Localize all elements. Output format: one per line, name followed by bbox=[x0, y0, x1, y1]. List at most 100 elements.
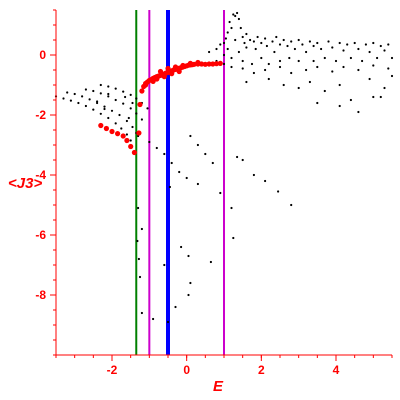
series-1-point bbox=[349, 98, 352, 102]
series-2-point bbox=[120, 133, 126, 139]
series-1-point bbox=[245, 32, 248, 36]
series-1-point bbox=[124, 95, 127, 99]
series-1-point bbox=[256, 35, 259, 39]
series-1-point bbox=[103, 105, 106, 108]
series-1-point bbox=[114, 122, 117, 125]
series-1-point bbox=[140, 227, 143, 231]
x-tick-label: 2 bbox=[258, 363, 265, 377]
series-1-point bbox=[357, 47, 360, 51]
series-2-point bbox=[115, 131, 121, 137]
series-1-point bbox=[379, 95, 382, 99]
series-1-point bbox=[387, 67, 390, 70]
series-1-point bbox=[368, 50, 371, 54]
series-1-point bbox=[278, 59, 282, 63]
series-1-point bbox=[84, 104, 87, 108]
x-axis-title: E bbox=[213, 378, 224, 395]
series-1-point bbox=[290, 40, 293, 43]
y-axis-title: <J3> bbox=[8, 175, 42, 192]
series-1-point bbox=[114, 87, 117, 90]
series-2-point bbox=[180, 62, 186, 69]
series-1-point bbox=[278, 43, 282, 46]
series-1-point bbox=[237, 17, 240, 21]
series-1-point bbox=[290, 71, 293, 75]
series-2-point bbox=[169, 71, 175, 77]
series-1-point bbox=[338, 41, 341, 45]
series-1-point bbox=[390, 56, 394, 60]
series-1-point bbox=[230, 26, 233, 30]
series-1-point bbox=[338, 104, 341, 108]
series-2-point bbox=[128, 143, 134, 150]
series-2-point bbox=[176, 68, 182, 75]
series-1-point bbox=[69, 99, 72, 102]
series-1-point bbox=[234, 14, 237, 18]
y-tick-label: -2 bbox=[35, 108, 46, 122]
series-1-point bbox=[357, 68, 360, 72]
series-1-point bbox=[204, 152, 207, 156]
series-1-point bbox=[250, 62, 254, 66]
series-1-point bbox=[226, 31, 229, 34]
series-1-point bbox=[349, 56, 352, 60]
series-1-point bbox=[265, 44, 268, 48]
series-1-point bbox=[297, 86, 300, 90]
series-2-point bbox=[103, 125, 109, 132]
series-1-point bbox=[260, 56, 263, 60]
y-tick-label: 0 bbox=[39, 48, 46, 62]
series-1-point bbox=[180, 245, 183, 249]
series-1-point bbox=[140, 311, 143, 315]
series-1-point bbox=[138, 275, 142, 279]
series-1-point bbox=[327, 40, 330, 43]
vertical-lines bbox=[135, 10, 225, 355]
series-1-point bbox=[241, 35, 244, 39]
series-1-point bbox=[234, 38, 237, 42]
series-1-point bbox=[84, 88, 87, 91]
series-1-point bbox=[99, 112, 102, 115]
series-1-point bbox=[372, 95, 375, 99]
series-1-point bbox=[383, 49, 386, 52]
series-1-point bbox=[245, 80, 248, 84]
series-1-point bbox=[174, 305, 177, 309]
series-2-point bbox=[195, 59, 201, 66]
series-1-point bbox=[110, 109, 114, 112]
series-1-point bbox=[209, 260, 212, 264]
series-1-point bbox=[146, 107, 149, 110]
series-1-point bbox=[288, 56, 291, 60]
series-1-point bbox=[316, 101, 319, 105]
series-1-point bbox=[277, 190, 280, 193]
series-1-point bbox=[364, 43, 367, 46]
x-tick-label: 0 bbox=[183, 363, 190, 377]
y-tick-label: -6 bbox=[35, 228, 46, 242]
series-1-point bbox=[239, 26, 242, 30]
series-1-point bbox=[286, 44, 289, 48]
series-1-point bbox=[120, 127, 123, 130]
series-1-point bbox=[96, 100, 99, 103]
series-1-point bbox=[241, 67, 244, 70]
series-1-point bbox=[312, 59, 315, 63]
series-2-point bbox=[124, 137, 130, 144]
series-1-point bbox=[282, 38, 285, 42]
series-1-point bbox=[122, 90, 125, 93]
series-1-point bbox=[301, 43, 304, 46]
series-1-point bbox=[99, 83, 102, 87]
series-1-point bbox=[237, 50, 240, 54]
series-2-point bbox=[210, 61, 216, 67]
series-1-point bbox=[92, 89, 95, 93]
series-1-point bbox=[107, 95, 110, 98]
series-2-point bbox=[139, 88, 145, 94]
series-2-point bbox=[157, 68, 164, 75]
series-1-point bbox=[232, 13, 235, 16]
series-1-point bbox=[189, 281, 192, 285]
series-1-point bbox=[357, 110, 360, 114]
series-1-point bbox=[372, 64, 375, 67]
series-1-point bbox=[131, 101, 134, 105]
series-1-point bbox=[114, 98, 117, 102]
series-1-point bbox=[222, 62, 226, 66]
series-1-point bbox=[323, 89, 326, 93]
series-1-point bbox=[137, 257, 140, 261]
series-1-point bbox=[368, 77, 371, 81]
series-1-point bbox=[155, 146, 158, 150]
series-1-point bbox=[376, 56, 379, 60]
series-1-point bbox=[346, 43, 349, 46]
series-1-point bbox=[122, 102, 125, 105]
series-1-point bbox=[230, 206, 233, 210]
